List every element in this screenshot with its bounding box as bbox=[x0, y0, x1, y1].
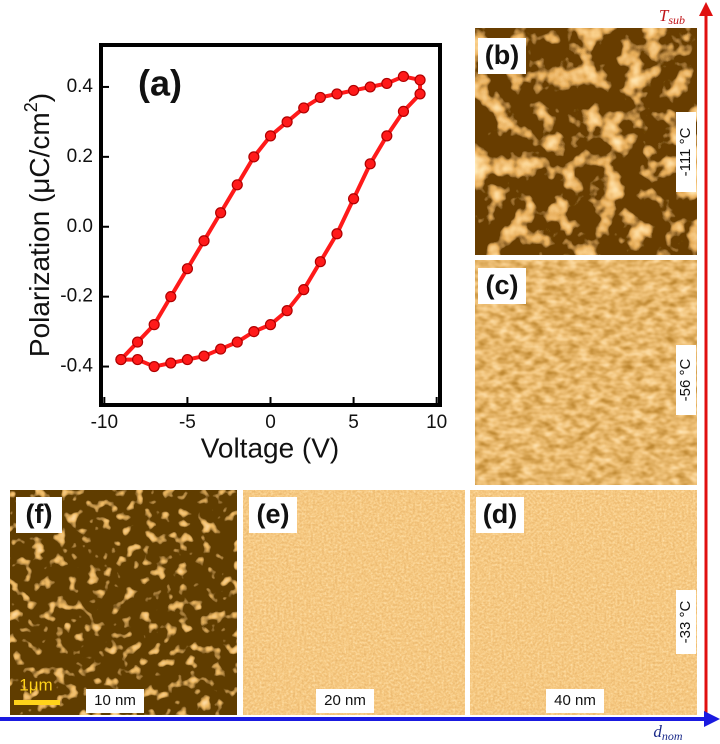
data-point bbox=[314, 256, 326, 268]
data-point bbox=[381, 130, 393, 142]
label-box bbox=[676, 590, 696, 654]
data-point bbox=[347, 84, 360, 97]
chart-title: (a) bbox=[138, 63, 182, 104]
x-tick-label: 10 bbox=[426, 412, 447, 433]
data-point bbox=[248, 326, 260, 338]
label-box bbox=[86, 689, 144, 713]
data-point bbox=[347, 193, 360, 205]
data-point bbox=[215, 343, 227, 355]
scale-bar bbox=[14, 700, 60, 705]
y-tick-label: 0.0 bbox=[67, 216, 93, 237]
temperature-label: -33 °C bbox=[677, 600, 694, 643]
data-point bbox=[231, 179, 243, 191]
axis-label-sub: nom bbox=[662, 729, 683, 743]
data-point bbox=[231, 336, 243, 348]
arrow-head bbox=[699, 2, 713, 16]
thickness-label: 40 nm bbox=[554, 692, 596, 709]
y-axis-label-text: ) bbox=[24, 93, 55, 102]
temperature-label: -111 °C bbox=[677, 127, 694, 176]
plot-frame bbox=[99, 43, 442, 407]
data-point bbox=[397, 70, 410, 83]
label-box bbox=[476, 497, 524, 533]
y-axis-label-sup: 2 bbox=[21, 102, 41, 112]
y-axis-label: Polarization (μC/cm2) bbox=[21, 93, 56, 357]
y-tick-label: -0.4 bbox=[60, 356, 93, 377]
y-tick-label: -0.2 bbox=[60, 286, 93, 307]
data-point bbox=[414, 74, 426, 86]
x-tick-label: 5 bbox=[348, 412, 359, 433]
panel-label: (e) bbox=[257, 499, 290, 529]
data-point bbox=[364, 158, 376, 170]
data-point bbox=[298, 284, 310, 296]
data-point bbox=[364, 81, 376, 93]
panel-label: (f) bbox=[26, 499, 53, 529]
label-box bbox=[316, 689, 374, 713]
data-point bbox=[198, 350, 210, 362]
label-box bbox=[249, 497, 297, 533]
axis-label-main: T bbox=[659, 6, 670, 25]
data-point bbox=[181, 353, 194, 366]
arrow-head bbox=[704, 711, 720, 727]
label-box bbox=[478, 38, 526, 74]
data-point bbox=[298, 102, 310, 114]
thickness-label: 20 nm bbox=[324, 692, 366, 709]
label-box bbox=[478, 268, 526, 304]
hysteresis-chart: (a) Voltage (V) Polarization (μC/cm2) -1… bbox=[21, 43, 447, 463]
label-box bbox=[16, 497, 62, 533]
panel-label: (d) bbox=[483, 499, 517, 529]
data-point bbox=[148, 360, 160, 373]
y-tick-label: 0.2 bbox=[67, 146, 93, 167]
data-point bbox=[115, 353, 127, 366]
axis-label: dnom bbox=[653, 722, 683, 743]
data-point bbox=[331, 228, 343, 240]
y-axis-label-text: Polarization (μC/cm bbox=[24, 112, 55, 357]
temperature-label: -56 °C bbox=[677, 358, 694, 401]
data-point bbox=[181, 263, 194, 275]
data-point bbox=[397, 105, 410, 118]
data-point bbox=[131, 336, 144, 348]
axis-label: Tsub bbox=[659, 6, 685, 27]
data-point bbox=[198, 235, 210, 247]
y-tick-label: 0.4 bbox=[67, 76, 94, 97]
data-point bbox=[281, 305, 293, 317]
panel-label: (b) bbox=[485, 40, 519, 70]
x-tick-label: -10 bbox=[91, 412, 118, 433]
data-point bbox=[248, 151, 260, 163]
data-point bbox=[381, 77, 393, 90]
data-point bbox=[414, 88, 426, 100]
axis-label-main: d bbox=[653, 722, 662, 741]
x-axis-label: Voltage (V) bbox=[201, 432, 340, 463]
data-point bbox=[165, 357, 177, 369]
x-tick-label: 0 bbox=[265, 412, 276, 433]
data-point bbox=[264, 319, 277, 331]
thickness-label: 10 nm bbox=[94, 692, 136, 709]
data-point bbox=[314, 91, 326, 104]
axis-label-sub: sub bbox=[668, 13, 685, 27]
data-point bbox=[165, 291, 177, 303]
data-point bbox=[131, 353, 144, 366]
data-point bbox=[148, 319, 160, 331]
data-point bbox=[215, 207, 227, 219]
data-point bbox=[331, 88, 343, 100]
label-box bbox=[676, 345, 696, 415]
data-point bbox=[281, 116, 293, 128]
label-box bbox=[676, 112, 696, 192]
x-tick-label: -5 bbox=[179, 412, 196, 433]
data-point bbox=[264, 130, 277, 142]
label-box bbox=[546, 689, 604, 713]
scale-bar-label: 1μm bbox=[19, 675, 52, 694]
panel-label: (c) bbox=[486, 270, 519, 300]
